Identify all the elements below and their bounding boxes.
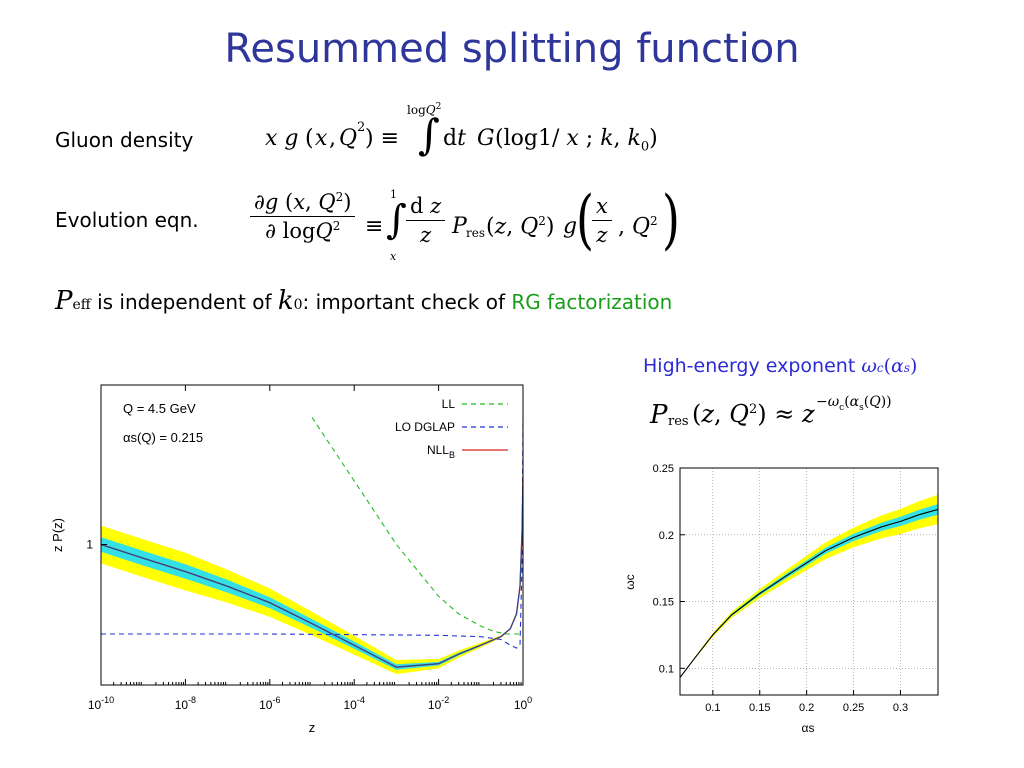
y-tick-label: 0.1 bbox=[659, 663, 674, 675]
omega-band-inner bbox=[680, 504, 938, 678]
y-axis-label: z P(z) bbox=[50, 518, 65, 552]
x-tick-label: 0.15 bbox=[749, 702, 770, 714]
annotation-alpha: αs(Q) = 0.215 bbox=[123, 430, 203, 445]
statement-mid-text: : important check of bbox=[302, 290, 505, 314]
omega-band-outer bbox=[680, 494, 938, 678]
x-axis-label: z bbox=[309, 720, 316, 735]
pres-asymptotic-equation: P res (z, Q2) ≈ z −ωc(αs(Q)) bbox=[650, 394, 892, 430]
rg-factorization-highlight: RG factorization bbox=[511, 290, 673, 314]
high-energy-exponent-heading: High-energy exponent ωc(αs) bbox=[643, 355, 918, 377]
gluon-density-equation: x g ( x , Q 2 ) ≡ logQ2 ∫ dt G (log1/ x … bbox=[265, 102, 658, 159]
evolution-eqn-label: Evolution eqn. bbox=[55, 208, 199, 232]
legend-label-2: NLLB bbox=[427, 443, 455, 460]
uncertainty-band-inner bbox=[101, 476, 523, 670]
x-tick-label: 10-2 bbox=[428, 695, 449, 712]
x-tick-label: 0.2 bbox=[799, 702, 814, 714]
exponent-label: High-energy exponent bbox=[643, 355, 856, 377]
zpz-chart: 10-10 10-8 10-6 10-4 10-2 100 1 z P(z) z Q = 4… bbox=[50, 384, 532, 735]
annotation-q: Q = 4.5 GeV bbox=[123, 401, 196, 416]
x-tick-label: 10-4 bbox=[344, 695, 365, 712]
x-tick-label: 10-8 bbox=[175, 695, 196, 712]
central-curve bbox=[101, 476, 523, 668]
peff-statement: Peff is independent of k0: important che… bbox=[55, 286, 673, 316]
series-line-ll bbox=[311, 417, 523, 635]
x-tick-label: 0.3 bbox=[893, 702, 908, 714]
y-tick-label: 0.15 bbox=[653, 597, 674, 609]
series-line-lo-dglap bbox=[101, 417, 523, 649]
omega-x-axis-label: αs bbox=[802, 721, 815, 735]
x-tick-label: 100 bbox=[514, 695, 532, 712]
omega-curve bbox=[680, 508, 938, 678]
x-tick-label: 10-10 bbox=[88, 695, 114, 712]
x-tick-label: 0.25 bbox=[843, 702, 864, 714]
x-tick-label: 0.1 bbox=[705, 702, 720, 714]
y-tick-label: 0.2 bbox=[659, 530, 674, 542]
chart-frame bbox=[100, 384, 524, 686]
chart-legend: LL LO DGLAP NLLB bbox=[395, 397, 508, 460]
omega-chart: 0.1 0.15 0.2 0.25 0.3 0.1 0.15 0.2 0.25 ωc αs bbox=[623, 463, 939, 735]
omega-y-axis-label: ωc bbox=[623, 574, 637, 589]
slide-title: Resummed splitting function bbox=[224, 26, 800, 72]
y-tick-label: 0.25 bbox=[653, 463, 674, 475]
y-tick-label: 1 bbox=[86, 538, 93, 552]
omega-chart-frame bbox=[679, 467, 939, 696]
uncertainty-band-outer bbox=[101, 476, 523, 675]
x-tick-label: 10-6 bbox=[259, 695, 280, 712]
evolution-equation: ∂g (x, Q2) ∂ logQ2 ≡ 1 ∫ x d z z P res (… bbox=[250, 187, 690, 268]
legend-label-1: LO DGLAP bbox=[395, 420, 455, 434]
statement-pre-text: is independent of bbox=[97, 290, 272, 314]
legend-label-0: LL bbox=[442, 397, 456, 411]
gluon-density-label: Gluon density bbox=[55, 128, 194, 152]
